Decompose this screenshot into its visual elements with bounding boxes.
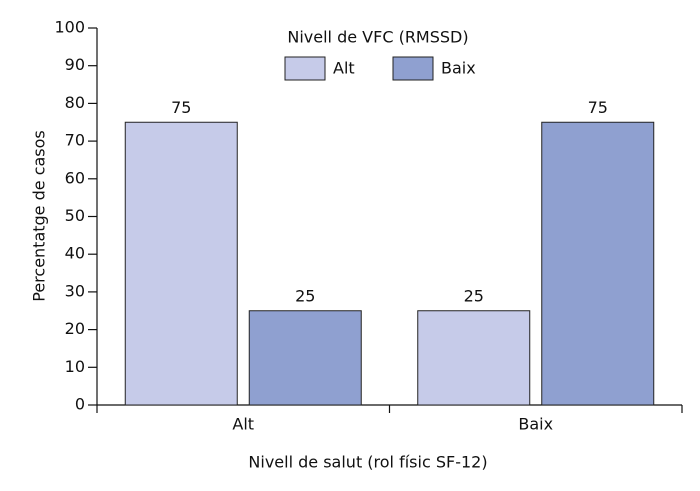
legend-label: Baix xyxy=(441,59,476,78)
legend-label: Alt xyxy=(333,59,355,78)
y-tick-label: 70 xyxy=(65,131,85,150)
y-tick-label: 80 xyxy=(65,93,85,112)
y-axis-label: Percentatge de casos xyxy=(30,130,49,302)
data-label: 75 xyxy=(588,98,608,117)
data-label: 75 xyxy=(171,98,191,117)
data-label: 25 xyxy=(295,286,315,305)
y-tick-label: 10 xyxy=(65,357,85,376)
legend-title: Nivell de VFC (RMSSD) xyxy=(287,28,468,47)
data-label: 25 xyxy=(464,286,484,305)
legend-swatch xyxy=(284,56,326,81)
legend-swatch xyxy=(392,56,434,81)
y-tick-label: 20 xyxy=(65,319,85,338)
y-tick-label: 90 xyxy=(65,55,85,74)
bar xyxy=(124,121,238,406)
y-tick-label: 0 xyxy=(75,395,85,414)
x-tick-label: Baix xyxy=(518,415,553,434)
bar xyxy=(417,310,531,406)
y-tick-label: 50 xyxy=(65,206,85,225)
y-tick-label: 60 xyxy=(65,168,85,187)
y-tick-label: 30 xyxy=(65,281,85,300)
bar xyxy=(248,310,362,406)
y-tick-label: 100 xyxy=(54,18,85,37)
x-tick-label: Alt xyxy=(232,415,254,434)
bar xyxy=(541,121,655,406)
y-tick-label: 40 xyxy=(65,244,85,263)
x-axis-label: Nivell de salut (rol físic SF-12) xyxy=(248,453,487,472)
